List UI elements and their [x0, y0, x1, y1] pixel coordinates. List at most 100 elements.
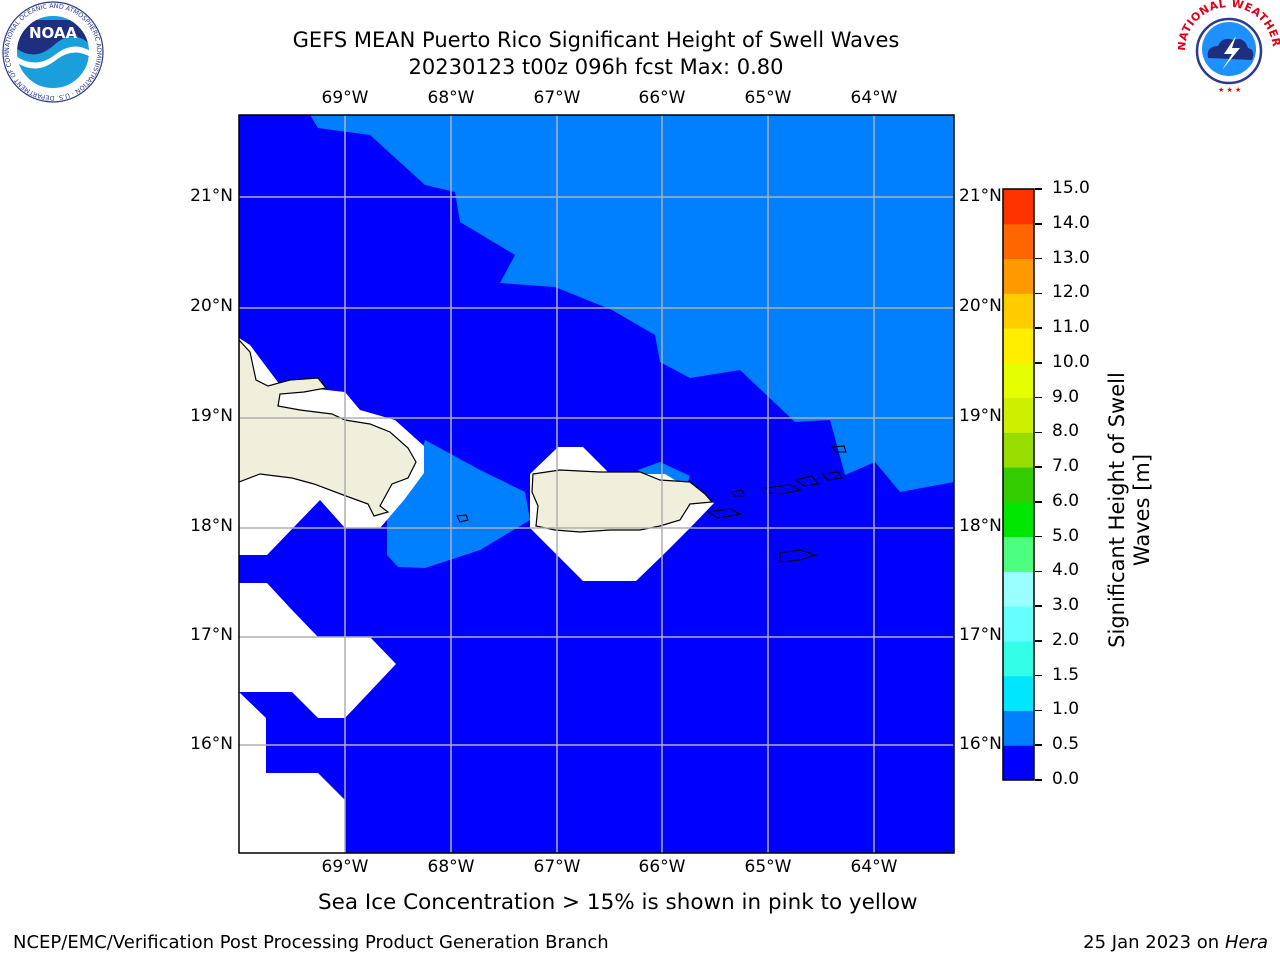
lat-tick-left-1: 21°N	[190, 186, 233, 206]
colorbar-tick-mark	[1035, 292, 1042, 295]
lat-tick-right-3: 19°N	[959, 406, 1002, 426]
lat-tick-left-2: 20°N	[190, 296, 233, 316]
colorbar-tick-label: 2.0	[1052, 629, 1080, 650]
map-title: GEFS MEAN Puerto Rico Significant Height…	[292, 28, 900, 52]
colorbar-tick-label: 5.0	[1052, 525, 1080, 546]
lat-tick-left-5: 17°N	[190, 625, 233, 645]
colorbar-tick-label: 3.0	[1052, 595, 1080, 616]
st-thomas-island	[764, 484, 802, 495]
noaa-logo-text: NOAA	[29, 24, 78, 42]
lat-tick-right-2: 20°N	[959, 296, 1002, 316]
vieques-island	[706, 508, 742, 519]
colorbar-label-line2: Waves [m]	[1130, 453, 1154, 567]
colorbar-tick-label: 0.0	[1052, 769, 1080, 789]
colorbar-tick-mark	[1035, 188, 1042, 190]
lon-tick-top-2: 68°W	[427, 88, 475, 108]
virgin-gorda-island	[820, 471, 843, 481]
lon-tick-top-5: 65°W	[744, 88, 792, 108]
lat-tick-right-5: 17°N	[959, 625, 1002, 645]
colorbar-tick-mark	[1035, 327, 1042, 329]
colorbar-tick-label: 12.0	[1052, 282, 1090, 303]
lon-tick-top-3: 67°W	[533, 88, 581, 108]
colorbar-band-2	[1003, 675, 1034, 711]
colorbar-tick-label: 9.0	[1052, 386, 1080, 407]
lat-tick-right-4: 18°N	[959, 516, 1002, 536]
colorbar-band-13	[1003, 293, 1034, 329]
colorbar-band-4	[1003, 606, 1034, 642]
mona-island	[456, 514, 469, 523]
colorbar-band-16	[1003, 189, 1034, 225]
colorbar	[1002, 188, 1035, 781]
colorbar-tick-mark	[1035, 501, 1042, 503]
colorbar-tick-mark	[1035, 362, 1042, 364]
colorbar-tick-label: 1.5	[1052, 664, 1080, 685]
colorbar-tick-label: 10.0	[1052, 351, 1090, 372]
colorbar-tick-label: 13.0	[1052, 247, 1090, 268]
no-data-south-2	[239, 692, 345, 853]
st-croix-island	[779, 549, 818, 563]
no-data-south-1	[239, 583, 396, 718]
sea-ice-note: Sea Ice Concentration > 15% is shown in …	[318, 890, 918, 915]
colorbar-tick-label: 1.0	[1052, 699, 1080, 720]
lat-tick-left-6: 16°N	[190, 734, 233, 754]
colorbar-tick-mark	[1035, 431, 1042, 434]
colorbar-band-5	[1003, 571, 1034, 607]
colorbar-tick-mark	[1035, 223, 1042, 225]
lon-tick-bottom-1: 69°W	[321, 857, 369, 877]
colorbar-tick-label: 14.0	[1052, 212, 1090, 233]
colorbar-band-9	[1003, 432, 1034, 468]
colorbar-band-8	[1003, 467, 1034, 503]
colorbar-tick-mark	[1035, 709, 1042, 712]
lon-tick-bottom-3: 67°W	[533, 857, 581, 877]
map-subtitle: 20230123 t00z 096h fcst Max: 0.80	[408, 55, 784, 79]
colorbar-band-3	[1003, 640, 1034, 677]
lon-tick-top-1: 69°W	[321, 88, 369, 108]
lon-tick-bottom-2: 68°W	[427, 857, 475, 877]
colorbar-tick-mark	[1035, 466, 1042, 468]
colorbar-tick-label: 7.0	[1052, 456, 1080, 477]
hispaniola-land	[239, 339, 417, 517]
colorbar-band-12	[1003, 328, 1034, 364]
colorbar-tick-mark	[1035, 535, 1042, 538]
colorbar-tick-mark	[1035, 257, 1042, 260]
map-gridlines	[239, 115, 954, 853]
lat-tick-right-1: 21°N	[959, 186, 1002, 206]
footer-machine: Hera	[1224, 932, 1268, 953]
colorbar-tick-label: 0.5	[1052, 734, 1080, 755]
culebra-island	[731, 489, 745, 497]
colorbar-band-11	[1003, 362, 1034, 399]
puerto-rico-land	[531, 469, 714, 533]
lat-tick-right-6: 16°N	[959, 734, 1002, 754]
colorbar-band-14	[1003, 258, 1034, 294]
colorbar-band-1	[1003, 710, 1034, 746]
lon-tick-top-6: 64°W	[850, 88, 898, 108]
svg-text:★ ★ ★: ★ ★ ★	[1218, 86, 1241, 94]
colorbar-tick-label: 4.0	[1052, 560, 1080, 581]
lon-tick-bottom-5: 65°W	[744, 857, 792, 877]
colorbar-tick-mark	[1035, 640, 1042, 642]
colorbar-tick-mark	[1035, 396, 1042, 399]
noaa-logo: NATIONAL OCEANIC AND ATMOSPHERIC ADMINIS…	[2, 0, 104, 103]
lon-tick-bottom-6: 64°W	[850, 857, 898, 877]
nws-logo: NATIONAL WEATHER SERVICE ★ ★ ★	[1178, 0, 1280, 100]
colorbar-tick-label: 15.0	[1052, 178, 1090, 198]
colorbar-tick-label: 6.0	[1052, 490, 1080, 511]
colorbar-label-line1: Significant Height of Swell	[1105, 372, 1129, 648]
footer-date: 25 Jan 2023 on Hera	[1083, 932, 1268, 953]
colorbar-tick-label: 8.0	[1052, 421, 1080, 442]
colorbar-tick-mark	[1035, 744, 1042, 746]
lat-tick-left-4: 18°N	[190, 516, 233, 536]
colorbar-band-6	[1003, 536, 1034, 572]
map-frame	[238, 114, 955, 854]
colorbar-tick-mark	[1035, 570, 1042, 573]
lon-tick-bottom-4: 66°W	[638, 857, 686, 877]
swell-field-mid	[310, 115, 954, 492]
colorbar-band-15	[1003, 223, 1034, 260]
colorbar-band-10	[1003, 397, 1034, 433]
lat-tick-left-3: 19°N	[190, 406, 233, 426]
anegada-island	[830, 445, 847, 453]
colorbar-label: Significant Height of Swell Waves [m]	[1105, 340, 1155, 680]
colorbar-band-7	[1003, 501, 1034, 538]
footer-date-text: 25 Jan 2023 on	[1083, 932, 1225, 953]
